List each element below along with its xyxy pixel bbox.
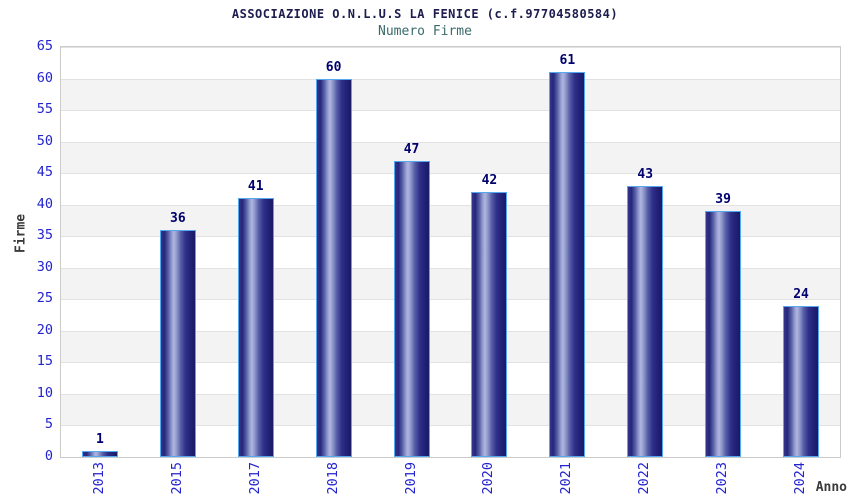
y-tick-label: 20 <box>36 321 53 338</box>
grid-band <box>61 110 840 142</box>
gridline <box>61 173 840 175</box>
bar <box>81 450 118 457</box>
gridline <box>61 236 840 238</box>
gridline <box>61 204 840 206</box>
x-axis: 2013 2015 2017 2018 2019 2020 2021 2022 2023 2024 <box>60 459 839 500</box>
bar-value-label: 36 <box>170 210 186 226</box>
y-tick-label: 35 <box>36 227 53 244</box>
grid-band <box>61 173 840 205</box>
chart-title: ASSOCIAZIONE O.N.L.U.S LA FENICE (c.f.97… <box>231 7 619 21</box>
x-tick-label: 2024 <box>792 462 809 495</box>
gridline <box>61 78 840 80</box>
y-axis: 0 5 10 15 20 25 30 35 40 45 50 55 60 65 <box>0 38 53 464</box>
bar-value-label: 1 <box>96 431 104 447</box>
x-tick-label: 2018 <box>324 462 341 495</box>
gridline <box>61 141 840 143</box>
x-tick-label: 2019 <box>402 462 419 495</box>
gridline <box>61 267 840 269</box>
bar-value-label: 42 <box>481 173 498 189</box>
bar <box>549 72 586 457</box>
bar-value-label: 41 <box>247 179 264 195</box>
bar <box>627 185 664 457</box>
bar-value-label: 43 <box>637 166 654 182</box>
y-tick-label: 55 <box>36 101 53 118</box>
y-tick-label: 10 <box>36 384 53 401</box>
gridline <box>61 362 840 364</box>
y-tick-label: 30 <box>36 258 53 275</box>
x-tick-label: 2013 <box>90 462 107 495</box>
bar-value-label: 39 <box>715 192 731 207</box>
x-axis-title: Anno <box>815 480 847 495</box>
gridline <box>61 330 840 332</box>
gridline <box>61 425 840 427</box>
grid-band <box>61 141 840 174</box>
gridline <box>61 110 840 112</box>
x-tick-label: 2017 <box>246 462 263 495</box>
gridline <box>61 299 840 301</box>
bar <box>705 211 742 457</box>
bar-value-label: 61 <box>559 53 576 69</box>
y-tick-label: 5 <box>44 416 53 433</box>
y-tick-label: 50 <box>36 132 53 149</box>
x-tick-label: 2020 <box>480 462 497 495</box>
gridline <box>61 393 840 395</box>
bar-value-label: 47 <box>403 141 420 157</box>
gridline <box>61 47 840 48</box>
y-tick-label: 25 <box>36 290 53 307</box>
bar <box>237 198 274 457</box>
grid-band <box>61 47 840 79</box>
y-tick-label: 60 <box>36 69 53 86</box>
bar <box>783 305 820 457</box>
bar-value-label: 60 <box>325 59 342 75</box>
x-tick-label: 2023 <box>714 462 731 495</box>
bar <box>159 229 196 457</box>
y-tick-label: 15 <box>36 353 53 370</box>
bar <box>393 160 430 457</box>
grid-band <box>61 78 840 111</box>
bar <box>315 78 352 457</box>
x-tick-label: 2022 <box>636 462 653 495</box>
chart-subtitle: Numero Firme <box>378 24 472 39</box>
x-tick-label: 2015 <box>168 462 185 495</box>
bar-value-label: 24 <box>793 286 809 302</box>
bar <box>471 192 508 457</box>
y-tick-label: 0 <box>44 448 53 464</box>
y-tick-label: 40 <box>36 195 53 212</box>
x-tick-label: 2021 <box>558 462 575 495</box>
plot-area: 1 36 41 60 47 42 61 43 39 24 <box>60 46 841 458</box>
y-tick-label: 65 <box>36 38 53 54</box>
y-tick-label: 45 <box>36 164 53 181</box>
